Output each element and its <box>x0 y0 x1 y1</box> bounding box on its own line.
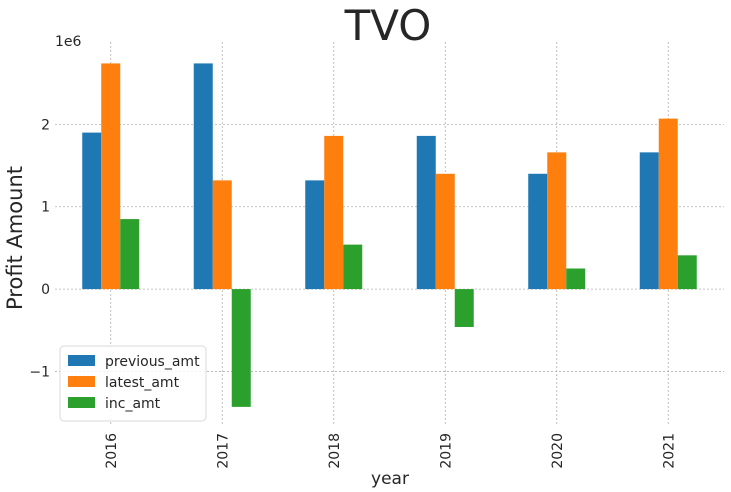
bar-latest_amt-2020 <box>547 152 567 290</box>
bar-latest_amt-2021 <box>658 118 678 290</box>
legend-label-latest_amt: latest_amt <box>105 375 180 391</box>
legend-box <box>59 345 207 422</box>
x-axis-label: year <box>371 469 409 489</box>
x-tick-label: 2019 <box>438 433 454 469</box>
y-tick-label: −1 <box>29 364 50 380</box>
y-tick-label: 1 <box>41 200 50 216</box>
bar-inc_amt-2018 <box>343 244 363 290</box>
bar-inc_amt-2017 <box>231 289 251 407</box>
bar-previous_amt-2020 <box>528 173 548 290</box>
bar-inc_amt-2020 <box>566 268 586 290</box>
bar-latest_amt-2018 <box>324 135 344 290</box>
bar-latest_amt-2016 <box>101 63 121 290</box>
bar-previous_amt-2016 <box>82 132 102 290</box>
legend: previous_amt latest_amt inc_amt <box>59 345 207 422</box>
bar-previous_amt-2017 <box>193 63 213 290</box>
bar-inc_amt-2016 <box>120 219 140 290</box>
legend-swatch-previous_amt <box>68 355 95 366</box>
legend-swatch-latest_amt <box>68 376 95 387</box>
legend-swatch-inc_amt <box>68 397 95 408</box>
bar-previous_amt-2021 <box>639 152 659 290</box>
y-tick-label: 2 <box>41 117 50 133</box>
bar-inc_amt-2019 <box>454 289 474 327</box>
grid-lines <box>55 42 724 425</box>
x-axis-ticks: 2016 2017 2018 2019 2020 2021 <box>104 433 678 469</box>
x-tick-label: 2016 <box>104 433 120 469</box>
chart-title: TVO <box>344 1 432 50</box>
x-tick-label: 2020 <box>550 433 566 469</box>
y-axis-ticks: −1 0 1 2 <box>29 117 50 380</box>
bar-inc_amt-2021 <box>677 255 697 290</box>
x-tick-label: 2018 <box>327 433 343 469</box>
legend-label-previous_amt: previous_amt <box>105 354 200 370</box>
legend-label-inc_amt: inc_amt <box>105 396 161 412</box>
bar-previous_amt-2018 <box>305 180 325 290</box>
bars <box>82 63 697 407</box>
x-tick-label: 2017 <box>215 433 231 469</box>
bar-latest_amt-2019 <box>435 173 455 290</box>
y-tick-label: 0 <box>41 282 50 298</box>
y-axis-label: Profit Amount <box>3 166 27 310</box>
x-tick-label: 2021 <box>661 433 677 469</box>
bar-latest_amt-2017 <box>212 180 232 290</box>
bar-previous_amt-2019 <box>416 135 436 290</box>
y-axis-offset-text: 1e6 <box>55 34 82 50</box>
